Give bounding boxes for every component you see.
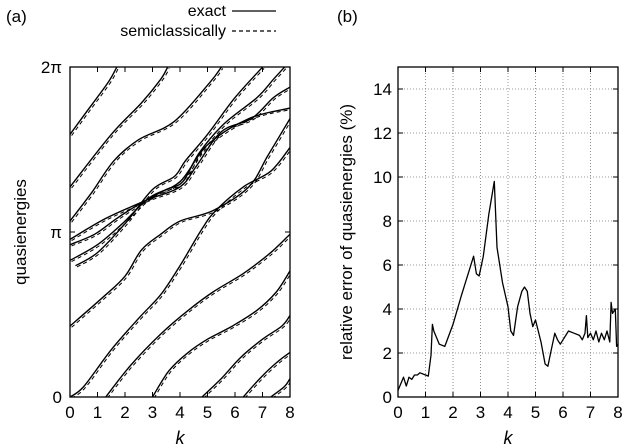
b-ytick-label: 14	[373, 80, 392, 99]
a-xtick-label: 6	[230, 403, 239, 422]
a-xtick-label: 5	[203, 403, 212, 422]
panel-b-curves	[398, 180, 618, 391]
panel-b-ylabel: relative error of quasienergies (%)	[337, 104, 356, 360]
a-xtick-label: 7	[258, 403, 267, 422]
b-ytick-label: 6	[383, 256, 392, 275]
b-ytick-label: 10	[373, 168, 392, 187]
semiclassical-curve-2	[71, 68, 224, 223]
semiclassical-curve-11	[204, 318, 290, 397]
panel-b-label: (b)	[337, 7, 358, 26]
a-xtick-label: 0	[65, 403, 74, 422]
exact-curve-10	[151, 270, 290, 397]
semiclassical-curve-4	[71, 88, 290, 242]
semiclassical-curve-6	[76, 68, 265, 268]
legend-entry-exact: exact	[188, 3, 227, 20]
semiclassical-curve-0	[71, 68, 119, 136]
a-xtick-label: 2	[120, 403, 129, 422]
b-ytick-label: 8	[383, 212, 392, 231]
b-xtick-label: 3	[476, 403, 485, 422]
exact-curve-8	[105, 233, 290, 397]
error-curve	[398, 180, 618, 391]
exact-curve-2	[70, 67, 222, 222]
b-ytick-label: 4	[383, 300, 392, 319]
semiclassical-curve-1	[71, 68, 170, 189]
exact-curve-3	[70, 67, 286, 246]
exact-curve-0	[70, 67, 118, 135]
b-xtick-label: 6	[558, 403, 567, 422]
a-xtick-label: 4	[175, 403, 184, 422]
a-ytick-label: 2π	[41, 58, 62, 77]
b-xtick-label: 1	[421, 403, 430, 422]
exact-curve-7	[70, 118, 290, 327]
exact-curve-9	[70, 147, 290, 397]
exact-curve-4	[70, 86, 290, 241]
exact-curve-5	[70, 107, 290, 262]
semiclassical-curve-13	[273, 381, 290, 397]
a-xtick-label: 1	[93, 403, 102, 422]
b-xtick-label: 7	[586, 403, 595, 422]
b-xtick-label: 4	[503, 403, 512, 422]
b-xtick-label: 8	[613, 403, 622, 422]
panel-a-label: (a)	[6, 7, 27, 26]
b-xtick-label: 5	[531, 403, 540, 422]
semiclassical-curve-8	[107, 236, 290, 397]
semiclassical-curve-7	[71, 121, 290, 328]
b-xtick-label: 2	[448, 403, 457, 422]
b-ytick-label: 0	[383, 388, 392, 407]
a-xtick-label: 8	[285, 403, 294, 422]
legend-entry-semiclassically: semiclassically	[120, 23, 226, 40]
a-ytick-label: 0	[53, 388, 62, 407]
semiclassical-curve-5	[71, 109, 290, 263]
panel-b-xlabel: k	[504, 428, 514, 447]
semiclassical-curve-9	[72, 149, 290, 397]
panel-a-ylabel: quasienergies	[11, 179, 30, 285]
panel-a-curves	[70, 67, 290, 397]
semiclassical-curve-12	[245, 354, 290, 397]
exact-curve-12	[242, 351, 290, 397]
legend: exact semiclassically	[120, 3, 276, 40]
b-ytick-label: 2	[383, 344, 392, 363]
exact-curve-1	[70, 67, 169, 188]
b-ytick-label: 12	[373, 124, 392, 143]
panel-b-grid	[398, 67, 618, 397]
exact-curve-13	[270, 378, 290, 397]
exact-curve-6	[75, 67, 264, 267]
panel-a-xlabel: k	[176, 428, 186, 447]
a-ytick-label: π	[50, 223, 62, 242]
a-xtick-label: 3	[148, 403, 157, 422]
b-xtick-label: 0	[393, 403, 402, 422]
semiclassical-curve-10	[154, 273, 290, 397]
exact-curve-11	[201, 315, 290, 397]
